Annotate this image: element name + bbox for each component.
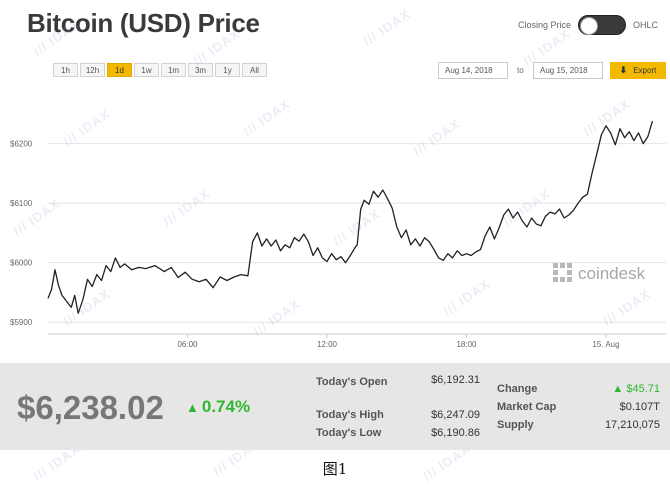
change-label: Change (497, 383, 538, 395)
y-tick-label: $5900 (10, 318, 33, 327)
toggle-knob[interactable] (579, 17, 598, 35)
price-line (47, 120, 654, 314)
change-value: ▲ $45.71 (570, 383, 660, 395)
toggle-switch[interactable] (577, 15, 626, 35)
range-selector: 1h 12h 1d 1w 1m 3m 1y All (53, 63, 269, 77)
range-1y[interactable]: 1y (215, 63, 240, 77)
change-up-icon: ▲ (612, 383, 627, 395)
export-button[interactable]: ⬇ Export (610, 62, 666, 79)
chart-mode-toggle[interactable]: Closing Price OHLC (518, 15, 658, 35)
coindesk-logo-icon (553, 263, 572, 282)
figure-caption: 图1 (322, 460, 348, 478)
market-cap-label: Market Cap (497, 401, 557, 413)
current-price: $6,238.02 (17, 389, 164, 426)
stats-panel: $6,238.02 ▲ 0.74% Today's Open $6,192.31 … (0, 363, 670, 450)
change-value-text: $45.71 (626, 383, 660, 395)
y-tick-label: $6100 (10, 199, 33, 208)
high-label: Today's High (316, 409, 384, 421)
supply-label: Supply (497, 419, 534, 431)
supply-value: 17,210,075 (604, 419, 660, 431)
range-1h[interactable]: 1h (53, 63, 78, 77)
open-value: $6,192.31 (431, 374, 480, 386)
coindesk-watermark: coindesk (578, 264, 646, 283)
range-1m[interactable]: 1m (161, 63, 186, 77)
x-tick-label: 18:00 (456, 340, 477, 349)
price-chart: $6200 $6100 $6000 $5900 06:00 12:00 18:00 15. A… (10, 120, 666, 349)
low-value: $6,190.86 (431, 427, 480, 439)
change-percent-value: 0.74% (201, 397, 251, 416)
range-all[interactable]: All (242, 63, 267, 77)
market-cap-value: $0.107T (619, 401, 660, 413)
y-tick-label: $6200 (10, 140, 33, 149)
toggle-label-closing: Closing Price (517, 20, 571, 30)
toggle-label-ohlc: OHLC (632, 20, 658, 30)
export-arrow-icon: ⬇ (619, 65, 628, 75)
low-label: Today's Low (316, 427, 382, 439)
x-tick-label: 06:00 (177, 340, 198, 349)
x-tick-label: 15. Aug (592, 340, 619, 349)
high-value: $6,247.09 (431, 409, 480, 421)
range-3m[interactable]: 3m (188, 63, 213, 77)
export-label: Export (633, 66, 657, 75)
x-tick-label: 12:00 (317, 340, 338, 349)
y-tick-label: $6000 (10, 259, 33, 268)
page-title: Bitcoin (USD) Price (27, 8, 260, 38)
date-to-label: to (517, 66, 524, 75)
range-1d[interactable]: 1d (107, 63, 132, 77)
range-12h[interactable]: 12h (80, 63, 105, 77)
change-percent: ▲ 0.74% (186, 397, 250, 417)
open-label: Today's Open (316, 376, 388, 388)
range-1w[interactable]: 1w (134, 63, 159, 77)
date-from-input[interactable]: Aug 14, 2018 (438, 62, 508, 79)
up-triangle-icon: ▲ (186, 400, 199, 415)
date-to-input[interactable]: Aug 15, 2018 (533, 62, 603, 79)
